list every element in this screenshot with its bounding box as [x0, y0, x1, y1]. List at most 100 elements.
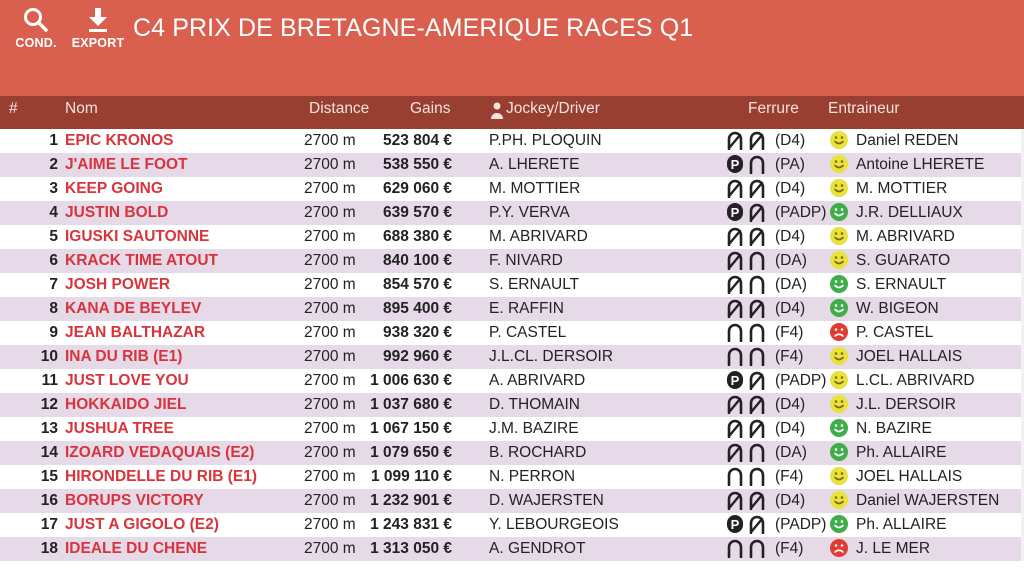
table-row[interactable]: 18 IDEALE DU CHENE 2700 m 1 313 050 € A. GEN… [0, 537, 1024, 561]
horse-name[interactable]: JUST LOVE YOU [65, 372, 189, 389]
horse-name[interactable]: EPIC KRONOS [65, 132, 174, 149]
horse-name[interactable]: KRACK TIME ATOUT [65, 252, 218, 269]
horse-name[interactable]: HIRONDELLE DU RIB (E1) [65, 468, 258, 485]
trainer[interactable]: Daniel REDEN [856, 132, 959, 149]
horse-name[interactable]: INA DU RIB (E1) [65, 348, 183, 365]
shoeing-icons [726, 442, 766, 463]
trainer[interactable]: J.R. DELLIAUX [856, 204, 963, 221]
horse-name[interactable]: JUSTIN BOLD [65, 204, 169, 221]
jockey[interactable]: D. WAJERSTEN [489, 492, 604, 509]
trainer[interactable]: Antoine LHERETE [856, 156, 985, 173]
horse-name[interactable]: IDEALE DU CHENE [65, 540, 208, 557]
col-name[interactable]: Nom [65, 100, 98, 117]
horse-name[interactable]: JOSH POWER [65, 276, 171, 293]
trainer[interactable]: J.L. DERSOIR [856, 396, 956, 413]
jockey[interactable]: Y. LEBOURGEOIS [489, 516, 619, 533]
jockey[interactable]: B. ROCHARD [489, 444, 587, 461]
gains: 1 313 050 € [370, 540, 452, 557]
horse-name[interactable]: JUSHUA TREE [65, 420, 174, 437]
trainer[interactable]: J. LE MER [856, 540, 931, 557]
trainer[interactable]: M. MOTTIER [856, 180, 948, 197]
jockey[interactable]: M. MOTTIER [489, 180, 581, 197]
jockey[interactable]: A. GENDROT [489, 540, 586, 557]
table-row[interactable]: 8 KANA DE BEYLEV 2700 m 895 400 € E. RAFFIN … [0, 297, 1024, 321]
shoe-barefoot-icon [750, 515, 765, 535]
trainer[interactable]: JOEL HALLAIS [856, 468, 963, 485]
table-row[interactable]: 12 HOKKAIDO JIEL 2700 m 1 037 680 € D. THOMA… [0, 393, 1024, 417]
horse-name[interactable]: JUST A GIGOLO (E2) [65, 516, 219, 533]
horse-name[interactable]: J'AIME LE FOOT [65, 156, 188, 173]
trainer[interactable]: S. ERNAULT [856, 276, 947, 293]
table-row[interactable]: 17 JUST A GIGOLO (E2) 2700 m 1 243 831 € Y. … [0, 513, 1024, 537]
horse-name[interactable]: BORUPS VICTORY [65, 492, 204, 509]
jockey[interactable]: J.M. BAZIRE [489, 420, 579, 437]
table-row[interactable]: 1 EPIC KRONOS 2700 m 523 804 € P.PH. PLOQUIN… [0, 129, 1024, 153]
shoe-shod-icon [750, 539, 765, 559]
trainer[interactable]: P. CASTEL [856, 324, 934, 341]
gains: 840 100 € [383, 252, 452, 269]
horse-name[interactable]: KEEP GOING [65, 180, 163, 197]
table-row[interactable]: 4 JUSTIN BOLD 2700 m 639 570 € P.Y. VERVA P (… [0, 201, 1024, 225]
shoeing-icons [726, 346, 766, 367]
trainer-mood [829, 514, 849, 539]
trainer-mood [829, 130, 849, 155]
trainer[interactable]: Ph. ALLAIRE [856, 444, 947, 461]
col-distance[interactable]: Distance [309, 100, 370, 117]
table-row[interactable]: 2 J'AIME LE FOOT 2700 m 538 550 € A. LHERETE… [0, 153, 1024, 177]
horse-name[interactable]: IGUSKI SAUTONNE [65, 228, 210, 245]
jockey[interactable]: J.L.CL. DERSOIR [489, 348, 614, 365]
jockey[interactable]: P.Y. VERVA [489, 204, 570, 221]
shoeing-code: (PADP) [775, 372, 827, 389]
table-row[interactable]: 10 INA DU RIB (E1) 2700 m 992 960 € J.L.CL. … [0, 345, 1024, 369]
jockey[interactable]: P. CASTEL [489, 324, 567, 341]
conditions-button[interactable]: COND. [8, 6, 64, 50]
runner-number: 12 [40, 396, 58, 413]
col-ferrure[interactable]: Ferrure [748, 100, 799, 117]
shoeing-icons [726, 250, 766, 271]
table-row[interactable]: 16 BORUPS VICTORY 2700 m 1 232 901 € D. WAJE… [0, 489, 1024, 513]
trainer[interactable]: L.CL. ABRIVARD [856, 372, 975, 389]
jockey[interactable]: S. ERNAULT [489, 276, 580, 293]
horse-name[interactable]: HOKKAIDO JIEL [65, 396, 187, 413]
jockey[interactable]: E. RAFFIN [489, 300, 564, 317]
table-row[interactable]: 5 IGUSKI SAUTONNE 2700 m 688 380 € M. ABRIVA… [0, 225, 1024, 249]
trainer[interactable]: S. GUARATO [856, 252, 951, 269]
col-jockey[interactable]: Jockey/Driver [506, 100, 600, 117]
table-row[interactable]: 9 JEAN BALTHAZAR 2700 m 938 320 € P. CASTEL … [0, 321, 1024, 345]
shoe-barefoot-icon [750, 203, 765, 223]
jockey[interactable]: M. ABRIVARD [489, 228, 588, 245]
jockey[interactable]: D. THOMAIN [489, 396, 580, 413]
trainer[interactable]: W. BIGEON [856, 300, 939, 317]
trainer-mood [829, 154, 849, 179]
horse-name[interactable]: JEAN BALTHAZAR [65, 324, 206, 341]
col-gains[interactable]: Gains [410, 100, 451, 117]
distance: 2700 m [304, 516, 356, 533]
table-row[interactable]: 15 HIRONDELLE DU RIB (E1) 2700 m 1 099 110 … [0, 465, 1024, 489]
table-row[interactable]: 3 KEEP GOING 2700 m 629 060 € M. MOTTIER (D4… [0, 177, 1024, 201]
table-row[interactable]: 6 KRACK TIME ATOUT 2700 m 840 100 € F. NIVAR… [0, 249, 1024, 273]
horse-name[interactable]: IZOARD VEDAQUAIS (E2) [65, 444, 255, 461]
mood-neutral-icon [830, 155, 848, 173]
table-row[interactable]: 13 JUSHUA TREE 2700 m 1 067 150 € J.M. BAZIR… [0, 417, 1024, 441]
jockey[interactable]: N. PERRON [489, 468, 576, 485]
jockey[interactable]: P.PH. PLOQUIN [489, 132, 602, 149]
shoe-shod-icon [750, 443, 765, 463]
table-row[interactable]: 7 JOSH POWER 2700 m 854 570 € S. ERNAULT (DA… [0, 273, 1024, 297]
mood-neutral-icon [830, 395, 848, 413]
trainer[interactable]: Ph. ALLAIRE [856, 516, 947, 533]
export-button[interactable]: EXPORT [70, 6, 126, 50]
table-row[interactable]: 11 JUST LOVE YOU 2700 m 1 006 630 € A. ABRIV… [0, 369, 1024, 393]
trainer[interactable]: Daniel WAJERSTEN [856, 492, 1000, 509]
scrollbar[interactable] [1021, 129, 1024, 561]
trainer[interactable]: JOEL HALLAIS [856, 348, 963, 365]
jockey[interactable]: A. LHERETE [489, 156, 580, 173]
horse-name[interactable]: KANA DE BEYLEV [65, 300, 202, 317]
jockey[interactable]: F. NIVARD [489, 252, 563, 269]
col-trainer[interactable]: Entraineur [828, 100, 900, 117]
trainer[interactable]: N. BAZIRE [856, 420, 932, 437]
trainer[interactable]: M. ABRIVARD [856, 228, 955, 245]
shoeing-icons [726, 418, 766, 439]
jockey[interactable]: A. ABRIVARD [489, 372, 586, 389]
table-row[interactable]: 14 IZOARD VEDAQUAIS (E2) 2700 m 1 079 650 €… [0, 441, 1024, 465]
shoeing-icons [726, 178, 766, 199]
